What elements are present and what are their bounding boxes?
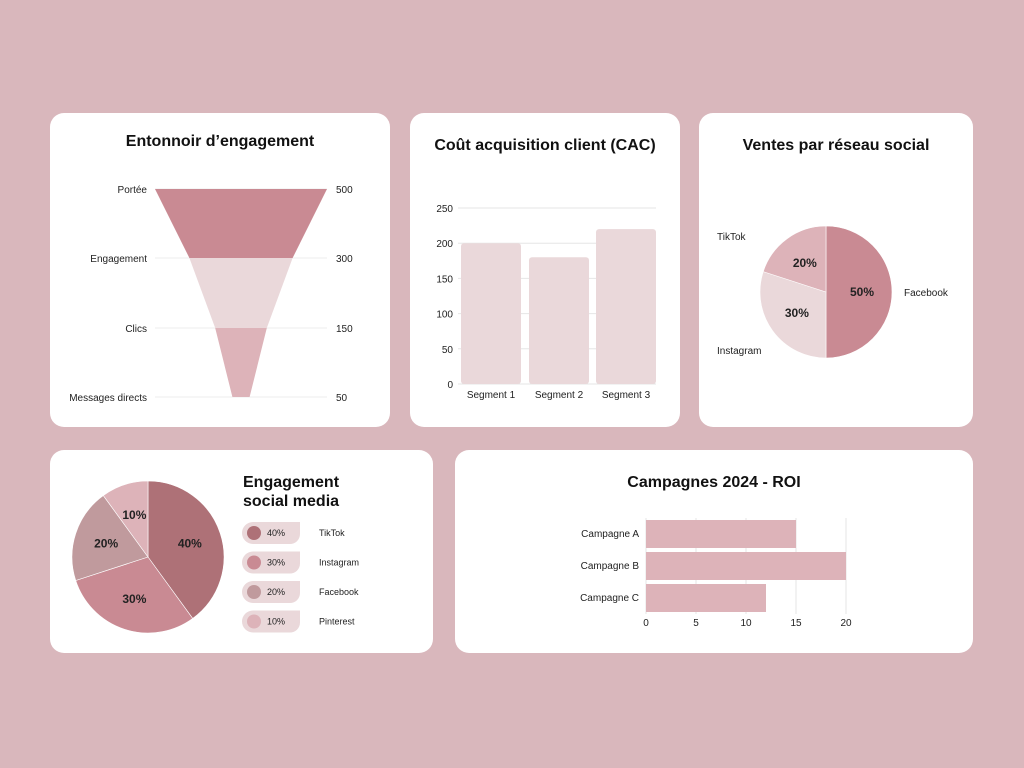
legend-percent: 40% [267,528,285,538]
sales-pie-slice-label: 30% [785,306,809,320]
legend-swatch [247,555,261,570]
roi-bar [646,520,796,548]
roi-title: Campagnes 2024 - ROI [627,474,801,491]
sales-pie-slice [762,225,827,293]
engagement-pie-slice-label: 30% [122,592,146,606]
cac-ytick: 200 [436,239,453,250]
legend-label: TikTok [319,528,345,538]
funnel-value: 150 [336,324,353,335]
funnel-segment [155,189,327,258]
legend-label: Facebook [319,587,359,597]
cac-bar [529,257,589,384]
funnel-segment [215,328,267,397]
roi-xtick: 5 [693,618,699,629]
sales-pie-slice [825,225,893,359]
cac-ytick: 50 [442,345,454,356]
legend-percent: 20% [267,587,285,597]
cac-bar [461,243,521,384]
sales-pie-legend: Facebook [904,288,949,299]
legend-swatch [247,585,261,599]
roi-xtick: 20 [840,618,852,629]
sales-pie-legend: Instagram [717,346,761,357]
roi-bar [646,584,766,612]
funnel-label: Engagement [90,254,147,265]
sales-pie-title: Ventes par réseau social [742,137,930,154]
legend-swatch [247,614,261,629]
cac-ytick: 100 [436,310,453,321]
sales-pie-card: Ventes par réseau social [699,113,973,427]
sales-pie-slice-label: 50% [850,285,874,299]
roi-ytick: Campagne C [580,593,639,604]
roi-card: Campagnes 2024 - ROI [455,450,973,653]
engagement-pie-slice [75,556,194,634]
cac-ytick: 250 [436,204,453,215]
engagement-pie-slice-label: 20% [94,536,118,550]
engagement-pie-slice [147,480,225,619]
legend-percent: 10% [267,617,285,627]
sales-pie-legend: TikTok [717,232,747,243]
engagement-pie-title: Engagement social media [243,474,340,510]
funnel-title: Entonnoir d’engagement [125,133,315,150]
legend-label: Pinterest [319,617,355,627]
roi-bar [646,552,846,580]
cac-bar [596,229,656,384]
funnel-segment [189,258,293,328]
legend-percent: 30% [267,558,285,568]
engagement-pie-slice-label: 10% [122,508,146,522]
funnel-label: Messages directs [69,393,147,404]
legend-label: Instagram [319,558,359,568]
roi-xtick: 15 [790,618,802,629]
roi-xtick: 10 [740,618,752,629]
funnel-value: 500 [336,185,353,196]
engagement-pie-slice [102,480,149,558]
cac-xtick: Segment 3 [602,390,651,401]
legend-swatch [247,526,261,540]
roi-ytick: Campagne A [581,529,639,540]
cac-xtick: Segment 1 [467,390,516,401]
engagement-pie-slice-label: 40% [178,536,202,550]
roi-ytick: Campagne B [581,561,640,572]
sales-pie-slice-label: 20% [793,256,817,270]
funnel-label: Portée [118,185,148,196]
roi-xtick: 0 [643,618,649,629]
funnel-value: 50 [336,393,348,404]
sales-pie-slice [759,271,827,359]
cac-ytick: 0 [447,380,453,391]
engagement-pie-slice [71,495,149,581]
cac-title: Coût acquisition client (CAC) [434,137,656,154]
funnel-label: Clics [125,324,147,335]
cac-ytick: 150 [436,274,453,285]
cac-xtick: Segment 2 [535,390,584,401]
funnel-value: 300 [336,254,353,265]
